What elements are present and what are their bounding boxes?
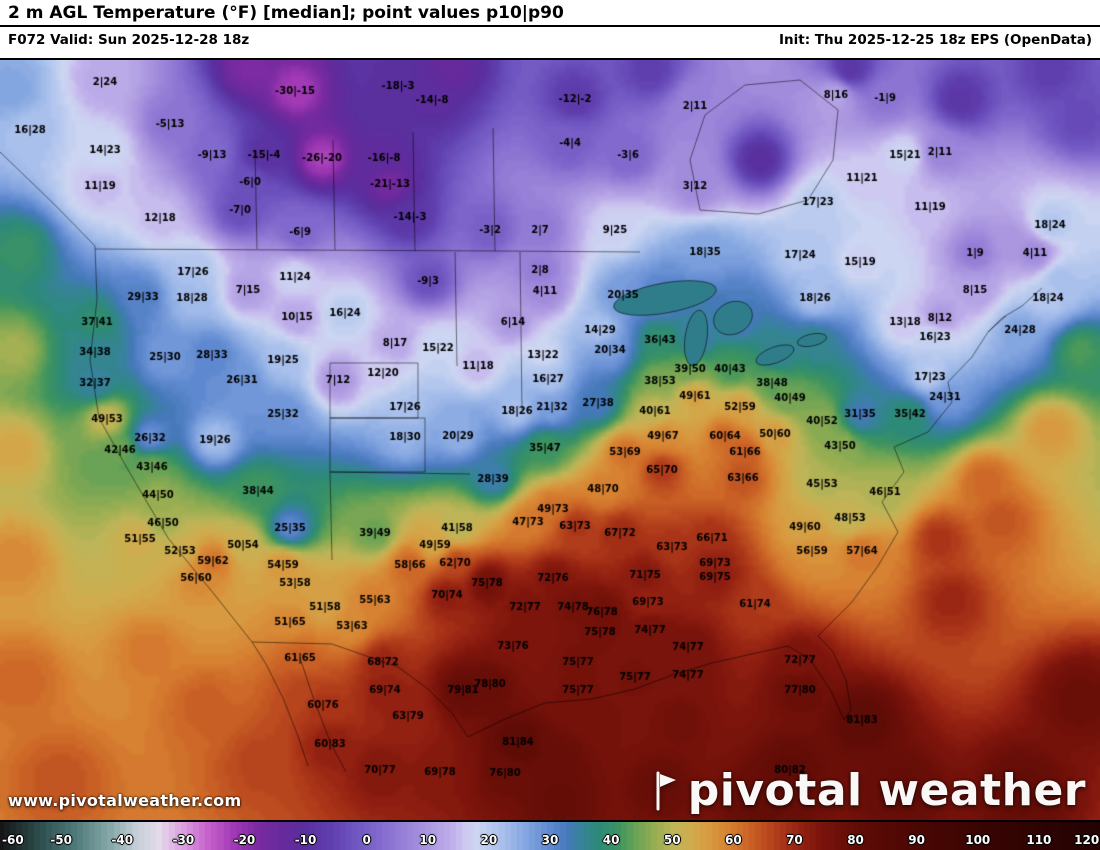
logo-text: pivotal weather [687,765,1086,816]
title-bar: 2 m AGL Temperature (°F) [median]; point… [0,0,1100,60]
colorbar-tick-label: -30 [172,833,195,847]
meta-bar: F072 Valid: Sun 2025-12-28 18z Init: Thu… [0,27,1100,48]
colorbar-tick-label: -20 [233,833,256,847]
colorbar-tick-label: 30 [541,833,559,847]
colorbar-tick-label: 40 [602,833,620,847]
colorbar-tick-label: 0 [362,833,371,847]
pivotal-weather-logo: pivotal weather [654,765,1086,816]
colorbar-tick-label: 110 [1026,833,1052,847]
map-title: 2 m AGL Temperature (°F) [median]; point… [8,3,564,23]
colorbar-tick-label: 20 [480,833,498,847]
temperature-map: www.pivotalweather.com pivotal weather [0,60,1100,820]
colorbar-tick-label: 100 [965,833,991,847]
colorbar-tick-label: -60 [2,833,24,847]
watermark-url: www.pivotalweather.com [8,791,242,810]
temperature-map-canvas [0,60,1100,820]
colorbar-tick-label: 70 [786,833,803,847]
colorbar-tick-label: -40 [111,833,134,847]
colorbar-tick-label: 120 [1074,833,1100,847]
colorbar-tick-label: 90 [908,833,926,847]
model-init-label: Init: Thu 2025-12-25 18z EPS (OpenData) [778,32,1092,48]
colorbar-tick-label: -10 [294,833,317,847]
colorbar-tick-label: 50 [663,833,681,847]
title-divider [0,25,1100,27]
colorbar-tick-label: 60 [724,833,742,847]
flag-icon [654,771,678,811]
colorbar-tick-label: 80 [847,833,864,847]
colorbar-gradient-canvas [0,822,1100,850]
temperature-colorbar: -60 -50 -40 -30 -20 -10 0 10 20 30 40 50 60 70 80 90 100… [0,820,1100,850]
colorbar-tick-label: 10 [419,833,437,847]
colorbar-tick-label: -50 [50,833,72,847]
forecast-valid-label: F072 Valid: Sun 2025-12-28 18z [8,32,250,48]
